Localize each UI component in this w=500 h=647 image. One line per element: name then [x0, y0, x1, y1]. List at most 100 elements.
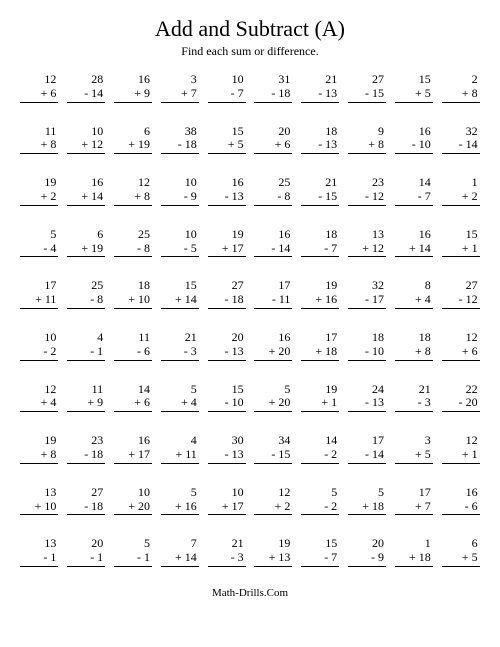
operand-bottom: - 2	[301, 500, 339, 516]
operand-bottom: - 7	[301, 551, 339, 567]
operand-bottom: + 1	[442, 242, 480, 258]
math-problem: 12+ 1	[442, 434, 480, 464]
math-problem: 11+ 8	[20, 125, 58, 155]
math-problem: 2+ 8	[442, 73, 480, 103]
operand-top: 12	[442, 331, 480, 345]
operand-top: 21	[301, 73, 339, 87]
operand-bottom: + 6	[20, 87, 58, 103]
operand-top: 25	[67, 279, 105, 293]
operand-top: 20	[254, 125, 292, 139]
operand-bottom: + 2	[254, 500, 292, 516]
operand-bottom: - 3	[161, 345, 199, 361]
math-problem: 18- 13	[301, 125, 339, 155]
operand-bottom: - 14	[442, 138, 480, 154]
operand-top: 11	[67, 383, 105, 397]
operand-bottom: - 15	[254, 448, 292, 464]
math-problem: 10- 9	[161, 176, 199, 206]
operand-top: 19	[208, 228, 246, 242]
operand-bottom: + 12	[348, 242, 386, 258]
operand-bottom: - 6	[442, 500, 480, 516]
math-problem: 11- 6	[114, 331, 152, 361]
math-problem: 31- 18	[254, 73, 292, 103]
operand-top: 10	[208, 73, 246, 87]
math-problem: 14+ 6	[114, 383, 152, 413]
math-problem: 11+ 9	[67, 383, 105, 413]
operand-top: 20	[67, 537, 105, 551]
math-problem: 12+ 4	[20, 383, 58, 413]
operand-top: 28	[67, 73, 105, 87]
operand-bottom: + 18	[301, 345, 339, 361]
operand-bottom: + 7	[395, 500, 433, 516]
operand-bottom: - 14	[348, 448, 386, 464]
math-problem: 18+ 8	[395, 331, 433, 361]
operand-top: 10	[161, 176, 199, 190]
operand-bottom: + 11	[20, 293, 58, 309]
math-problem: 18- 10	[348, 331, 386, 361]
math-problem: 20- 13	[208, 331, 246, 361]
math-problem: 21- 3	[161, 331, 199, 361]
math-problem: 5+ 16	[161, 486, 199, 516]
operand-top: 23	[348, 176, 386, 190]
math-problem: 21- 13	[301, 73, 339, 103]
math-problem: 16+ 14	[67, 176, 105, 206]
math-problem: 12+ 6	[442, 331, 480, 361]
operand-bottom: + 6	[442, 345, 480, 361]
operand-bottom: + 1	[442, 448, 480, 464]
operand-top: 18	[114, 279, 152, 293]
math-problem: 19+ 8	[20, 434, 58, 464]
operand-bottom: + 16	[161, 500, 199, 516]
math-problem: 5- 4	[20, 228, 58, 258]
operand-top: 16	[395, 228, 433, 242]
page-title: Add and Subtract (A)	[20, 16, 480, 42]
math-problem: 13- 1	[20, 537, 58, 567]
operand-bottom: + 14	[67, 190, 105, 206]
operand-bottom: + 6	[254, 138, 292, 154]
operand-top: 15	[301, 537, 339, 551]
operand-bottom: - 6	[114, 345, 152, 361]
operand-top: 10	[67, 125, 105, 139]
operand-bottom: - 5	[161, 242, 199, 258]
operand-bottom: + 6	[114, 396, 152, 412]
operand-bottom: + 5	[208, 138, 246, 154]
operand-top: 15	[442, 228, 480, 242]
operand-bottom: - 10	[348, 345, 386, 361]
math-problem: 21- 3	[395, 383, 433, 413]
operand-top: 21	[161, 331, 199, 345]
operand-bottom: + 14	[161, 293, 199, 309]
problem-grid: 12+ 628- 1416+ 93+ 710- 731- 1821- 1327-…	[20, 73, 480, 567]
math-problem: 16+ 14	[395, 228, 433, 258]
operand-bottom: - 1	[20, 551, 58, 567]
math-problem: 28- 14	[67, 73, 105, 103]
operand-top: 25	[114, 228, 152, 242]
operand-top: 11	[20, 125, 58, 139]
operand-top: 13	[20, 537, 58, 551]
operand-top: 19	[301, 279, 339, 293]
math-problem: 20- 1	[67, 537, 105, 567]
operand-bottom: + 10	[20, 500, 58, 516]
math-problem: 10- 7	[208, 73, 246, 103]
math-problem: 17+ 18	[301, 331, 339, 361]
operand-top: 12	[254, 486, 292, 500]
worksheet-page: Add and Subtract (A) Find each sum or di…	[0, 0, 500, 607]
operand-top: 32	[442, 125, 480, 139]
operand-top: 25	[254, 176, 292, 190]
math-problem: 13+ 10	[20, 486, 58, 516]
operand-top: 16	[254, 331, 292, 345]
operand-top: 5	[254, 383, 292, 397]
operand-top: 20	[208, 331, 246, 345]
operand-top: 38	[161, 125, 199, 139]
operand-bottom: + 9	[114, 87, 152, 103]
math-problem: 15- 10	[208, 383, 246, 413]
operand-top: 15	[208, 383, 246, 397]
operand-bottom: - 2	[20, 345, 58, 361]
math-problem: 16- 6	[442, 486, 480, 516]
operand-top: 17	[20, 279, 58, 293]
operand-bottom: - 2	[301, 448, 339, 464]
math-problem: 9+ 8	[348, 125, 386, 155]
operand-bottom: + 18	[395, 551, 433, 567]
math-problem: 38- 18	[161, 125, 199, 155]
operand-top: 17	[395, 486, 433, 500]
operand-bottom: - 8	[254, 190, 292, 206]
math-problem: 23- 12	[348, 176, 386, 206]
operand-top: 34	[254, 434, 292, 448]
